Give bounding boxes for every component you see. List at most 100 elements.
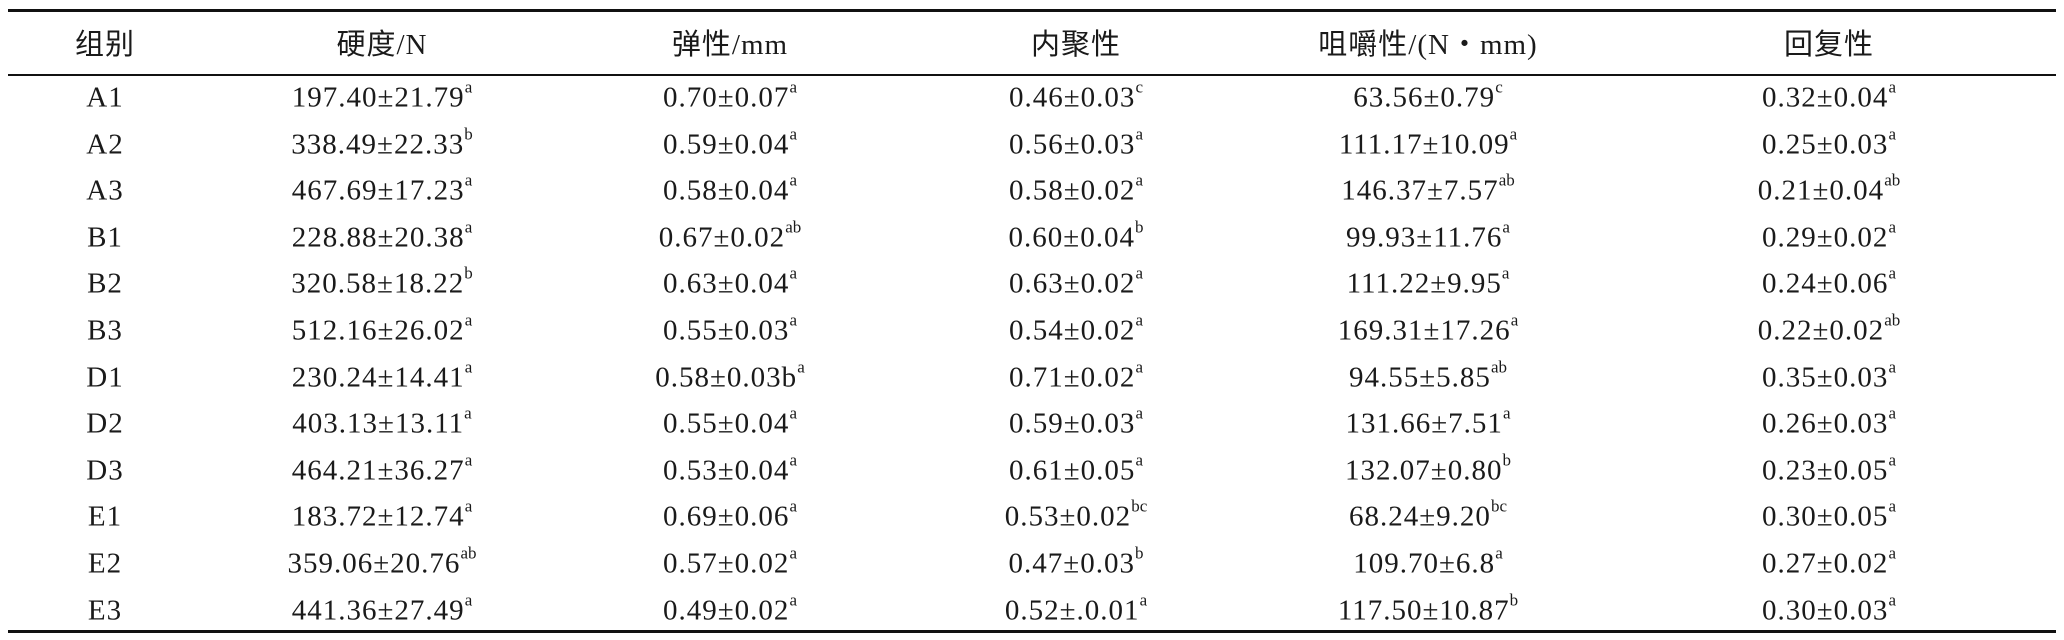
bottom-rule bbox=[8, 630, 2056, 633]
cell-value: 0.21±0.04 bbox=[1757, 174, 1885, 207]
significance-letter: a bbox=[1139, 590, 1148, 610]
cell-value: 0.61±0.05 bbox=[1009, 454, 1136, 487]
data-cell: 0.30±0.03a bbox=[1762, 590, 1896, 627]
cell-value: 441.36±27.49 bbox=[291, 594, 465, 627]
cell-value: 0.59±0.04 bbox=[663, 128, 790, 161]
data-cell: 94.55±5.85ab bbox=[1349, 357, 1507, 394]
significance-letter: a bbox=[464, 496, 473, 516]
cell-value: 169.31±17.26 bbox=[1337, 314, 1511, 347]
data-cell: 467.69±17.23a bbox=[291, 171, 472, 208]
cell-value: 359.06±20.76 bbox=[287, 547, 461, 580]
data-cell: 0.52±.0.01a bbox=[1005, 590, 1147, 627]
significance-letter: a bbox=[789, 263, 797, 283]
data-cell: 0.58±0.04a bbox=[663, 171, 797, 208]
significance-letter: a bbox=[1135, 450, 1143, 470]
significance-letter: ab bbox=[1498, 170, 1515, 190]
data-cell: 441.36±27.49a bbox=[291, 590, 472, 627]
significance-letter: b bbox=[1502, 450, 1511, 470]
data-cell: 0.24±0.06a bbox=[1762, 264, 1896, 301]
significance-letter: a bbox=[1888, 357, 1896, 377]
cell-value: 0.58±0.04 bbox=[663, 174, 790, 207]
group-cell: A1 bbox=[86, 81, 124, 114]
cell-value: 0.46±0.03 bbox=[1009, 81, 1136, 114]
cell-value: 228.88±20.38 bbox=[291, 221, 465, 254]
significance-letter: a bbox=[1509, 124, 1518, 144]
group-cell: D3 bbox=[86, 454, 124, 487]
cell-value: 512.16±26.02 bbox=[291, 314, 465, 347]
data-cell: 0.23±0.05a bbox=[1762, 450, 1896, 487]
data-cell: 63.56±0.79c bbox=[1353, 78, 1502, 115]
significance-letter: a bbox=[789, 543, 797, 563]
cell-value: 99.93±11.76 bbox=[1346, 221, 1503, 254]
data-cell: 0.30±0.05a bbox=[1762, 497, 1896, 534]
data-cell: 0.55±0.04a bbox=[663, 404, 797, 441]
data-cell: 0.56±0.03a bbox=[1009, 124, 1143, 161]
cell-value: 467.69±17.23 bbox=[291, 174, 465, 207]
cell-value: 0.29±0.02 bbox=[1762, 221, 1889, 254]
cell-value: 0.23±0.05 bbox=[1762, 454, 1889, 487]
data-cell: 132.07±0.80b bbox=[1345, 450, 1511, 487]
cell-value: 0.54±0.02 bbox=[1009, 314, 1136, 347]
data-cell: 0.49±0.02a bbox=[663, 590, 797, 627]
data-cell: 0.71±0.02a bbox=[1009, 357, 1143, 394]
header-cell: 内聚性 bbox=[1030, 29, 1122, 61]
significance-letter: a bbox=[1888, 543, 1896, 563]
cell-value: 0.22±0.02 bbox=[1757, 314, 1885, 347]
data-cell: 0.67±0.02ab bbox=[659, 217, 801, 254]
significance-letter: a bbox=[1510, 310, 1519, 330]
data-cell: 320.58±18.22b bbox=[291, 264, 472, 301]
data-cell: 0.59±0.04a bbox=[663, 124, 797, 161]
data-cell: 0.58±0.03ba bbox=[655, 357, 804, 394]
data-cell: 169.31±17.26a bbox=[1337, 311, 1518, 348]
data-cell: 0.58±0.02a bbox=[1009, 171, 1143, 208]
significance-letter: a bbox=[1135, 357, 1143, 377]
significance-letter: b bbox=[464, 124, 473, 144]
cell-value: 146.37±7.57 bbox=[1341, 174, 1499, 207]
cell-value: 338.49±22.33 bbox=[291, 128, 465, 161]
significance-letter: a bbox=[789, 496, 797, 516]
cell-value: 0.53±0.02 bbox=[1004, 500, 1132, 533]
cell-value: 0.24±0.06 bbox=[1762, 267, 1889, 300]
significance-letter: a bbox=[464, 590, 473, 610]
significance-letter: a bbox=[789, 170, 797, 190]
cell-value: 0.26±0.03 bbox=[1762, 407, 1889, 440]
cell-value: 197.40±21.79 bbox=[291, 81, 465, 114]
data-cell: 0.69±0.06a bbox=[663, 497, 797, 534]
significance-letter: a bbox=[1888, 450, 1896, 470]
data-cell: 0.32±0.04a bbox=[1762, 78, 1896, 115]
group-cell: E1 bbox=[87, 500, 123, 533]
significance-letter: a bbox=[1135, 403, 1143, 423]
cell-value: 111.22±9.95 bbox=[1346, 267, 1502, 300]
significance-letter: b bbox=[1134, 543, 1144, 563]
significance-letter: a bbox=[464, 450, 473, 470]
data-cell: 464.21±36.27a bbox=[291, 450, 472, 487]
significance-letter: ab bbox=[460, 543, 477, 563]
header-cell: 组别 bbox=[74, 29, 136, 61]
cell-value: 403.13±13.11 bbox=[292, 407, 465, 440]
cell-value: 0.49±0.02 bbox=[663, 594, 790, 627]
significance-letter: a bbox=[1888, 590, 1896, 610]
header-cell: 咀嚼性/(N・mm) bbox=[1318, 29, 1538, 61]
significance-letter: ab bbox=[1490, 357, 1507, 377]
data-cell: 0.26±0.03a bbox=[1762, 404, 1896, 441]
cell-value: 0.63±0.04 bbox=[663, 267, 790, 300]
data-cell: 117.50±10.87b bbox=[1338, 590, 1518, 627]
cell-value: 68.24±9.20 bbox=[1349, 500, 1491, 533]
significance-letter: a bbox=[1888, 263, 1896, 283]
cell-value: 0.35±0.03 bbox=[1762, 361, 1889, 394]
cell-value: 230.24±14.41 bbox=[291, 361, 465, 394]
header-cell: 硬度/N bbox=[336, 29, 428, 61]
significance-letter: a bbox=[789, 590, 797, 610]
significance-letter: a bbox=[464, 403, 472, 423]
data-cell: 0.53±0.04a bbox=[663, 450, 797, 487]
data-cell: 403.13±13.11a bbox=[292, 404, 471, 441]
significance-letter: a bbox=[464, 310, 473, 330]
significance-letter: ab bbox=[1884, 310, 1901, 330]
data-cell: 109.70±6.8a bbox=[1353, 544, 1502, 581]
data-cell: 111.22±9.95a bbox=[1346, 264, 1510, 301]
significance-letter: c bbox=[1495, 77, 1503, 97]
significance-letter: a bbox=[1135, 310, 1143, 330]
data-cell: 0.54±0.02a bbox=[1009, 311, 1143, 348]
cell-value: 464.21±36.27 bbox=[291, 454, 465, 487]
cell-value: 132.07±0.80 bbox=[1345, 454, 1503, 487]
